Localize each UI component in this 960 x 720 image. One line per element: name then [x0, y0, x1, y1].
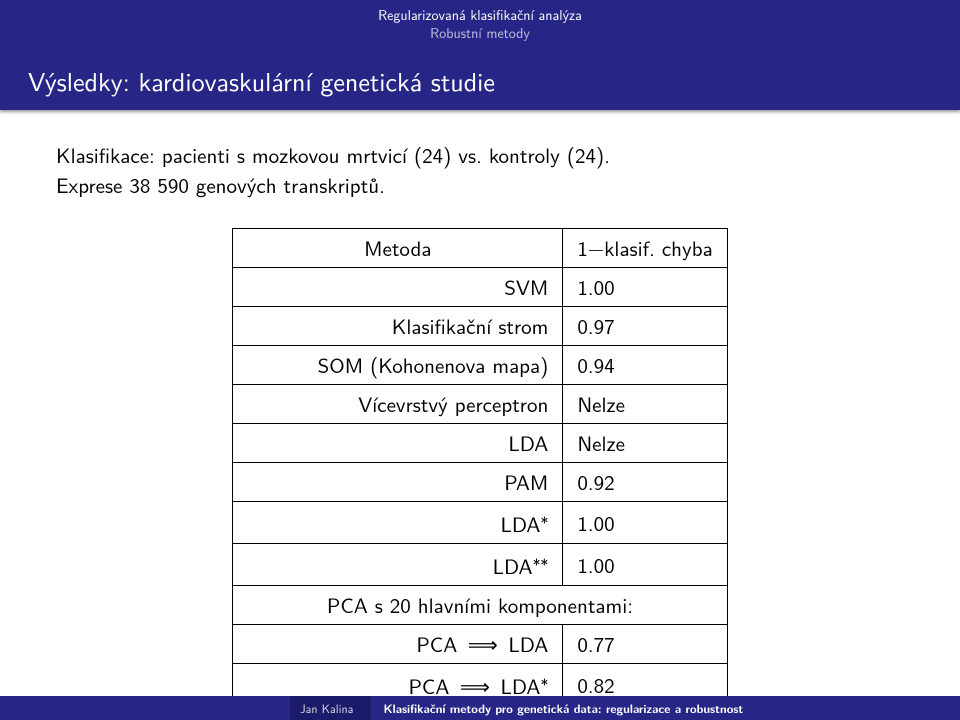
section-line-1: Regularizovaná klasifikační analýza [270, 6, 690, 24]
section-line-2: Robustní metody [270, 24, 690, 42]
table-row: Klasifikační strom0.97 [233, 307, 727, 346]
results-table: Metoda 1−klasif. chyba SVM1.00 Klasifika… [232, 228, 727, 720]
table-row: PCA ⟹ LDA0.77 [233, 625, 727, 664]
table-row: LDA∗1.00 [233, 502, 727, 544]
section-breadcrumb: Regularizovaná klasifikační analýza Robu… [270, 6, 690, 42]
col-header-value: 1−klasif. chyba [563, 229, 727, 268]
table-subhead-row: PCA s 20 hlavními komponentami: [233, 586, 727, 625]
table-row: Vícevrstvý perceptronNelze [233, 385, 727, 424]
table-row: LDANelze [233, 424, 727, 463]
method-lda-starstar: LDA∗∗ [233, 544, 563, 586]
section-bar: Regularizovaná klasifikační analýza Robu… [0, 0, 960, 52]
slide-title: Výsledky: kardiovaskulární genetická stu… [28, 62, 495, 100]
title-bar: Výsledky: kardiovaskulární genetická stu… [0, 52, 960, 110]
footer-bar: Jan Kalina Klasifikační metody pro genet… [0, 696, 960, 720]
table-row: LDA∗∗1.00 [233, 544, 727, 586]
col-header-method: Metoda [233, 229, 563, 268]
table-row: SOM (Kohonenova mapa)0.94 [233, 346, 727, 385]
footer-title: Klasifikační metody pro genetická data: … [371, 699, 743, 717]
method-lda-star: LDA∗ [233, 502, 563, 544]
table-row: SVM1.00 [233, 268, 727, 307]
method-pca-lda: PCA ⟹ LDA [233, 625, 563, 664]
intro-line-1: Klasifikace: pacienti s mozkovou mrtvicí… [56, 140, 610, 170]
footer-author: Jan Kalina [290, 696, 371, 720]
intro-line-2: Exprese 38 590 genových transkriptů. [56, 170, 385, 200]
table-row: PAM0.92 [233, 463, 727, 502]
intro-text: Klasifikace: pacienti s mozkovou mrtvicí… [56, 140, 904, 200]
table-header-row: Metoda 1−klasif. chyba [233, 229, 727, 268]
slide-content: Klasifikace: pacienti s mozkovou mrtvicí… [0, 140, 960, 720]
